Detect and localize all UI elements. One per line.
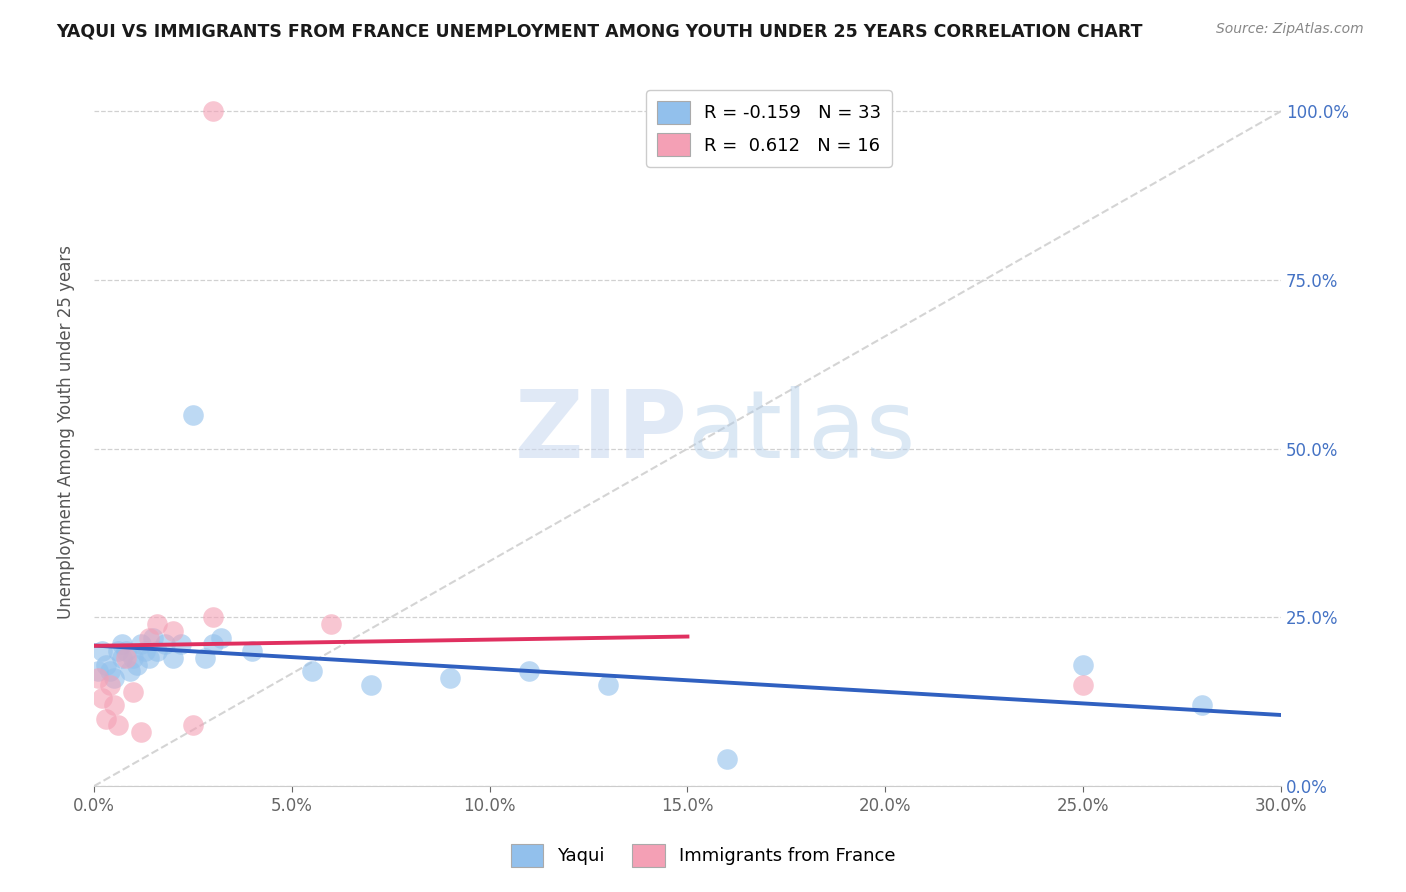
- Point: [201, 104, 224, 119]
- Point: [360, 678, 382, 692]
- Point: [103, 698, 125, 713]
- Point: [103, 671, 125, 685]
- Point: [87, 671, 110, 685]
- Point: [98, 678, 121, 692]
- Point: [138, 631, 160, 645]
- Point: [209, 631, 232, 645]
- Point: [170, 637, 193, 651]
- Legend: R = -0.159   N = 33, R =  0.612   N = 16: R = -0.159 N = 33, R = 0.612 N = 16: [647, 90, 891, 167]
- Point: [162, 651, 184, 665]
- Point: [111, 637, 134, 651]
- Point: [1071, 657, 1094, 672]
- Point: [142, 631, 165, 645]
- Point: [114, 644, 136, 658]
- Text: YAQUI VS IMMIGRANTS FROM FRANCE UNEMPLOYMENT AMONG YOUTH UNDER 25 YEARS CORRELAT: YAQUI VS IMMIGRANTS FROM FRANCE UNEMPLOY…: [56, 22, 1143, 40]
- Point: [194, 651, 217, 665]
- Point: [98, 665, 121, 679]
- Point: [107, 644, 129, 658]
- Point: [90, 691, 112, 706]
- Point: [301, 665, 323, 679]
- Point: [321, 617, 343, 632]
- Point: [131, 725, 153, 739]
- Point: [127, 657, 149, 672]
- Point: [122, 651, 145, 665]
- Point: [201, 610, 224, 624]
- Point: [134, 644, 156, 658]
- Point: [598, 678, 620, 692]
- Point: [201, 637, 224, 651]
- Point: [87, 665, 110, 679]
- Y-axis label: Unemployment Among Youth under 25 years: Unemployment Among Youth under 25 years: [58, 244, 75, 619]
- Point: [1071, 678, 1094, 692]
- Point: [517, 665, 540, 679]
- Legend: Yaqui, Immigrants from France: Yaqui, Immigrants from France: [503, 837, 903, 874]
- Point: [94, 657, 117, 672]
- Point: [240, 644, 263, 658]
- Point: [94, 712, 117, 726]
- Point: [114, 651, 136, 665]
- Text: ZIP: ZIP: [515, 386, 688, 478]
- Point: [439, 671, 461, 685]
- Point: [716, 752, 738, 766]
- Point: [111, 651, 134, 665]
- Point: [1191, 698, 1213, 713]
- Point: [181, 408, 204, 422]
- Point: [146, 617, 169, 632]
- Point: [122, 684, 145, 698]
- Point: [181, 718, 204, 732]
- Text: atlas: atlas: [688, 386, 915, 478]
- Text: Source: ZipAtlas.com: Source: ZipAtlas.com: [1216, 22, 1364, 37]
- Point: [131, 637, 153, 651]
- Point: [90, 644, 112, 658]
- Point: [118, 665, 141, 679]
- Point: [107, 718, 129, 732]
- Point: [146, 644, 169, 658]
- Point: [162, 624, 184, 638]
- Point: [153, 637, 176, 651]
- Point: [138, 651, 160, 665]
